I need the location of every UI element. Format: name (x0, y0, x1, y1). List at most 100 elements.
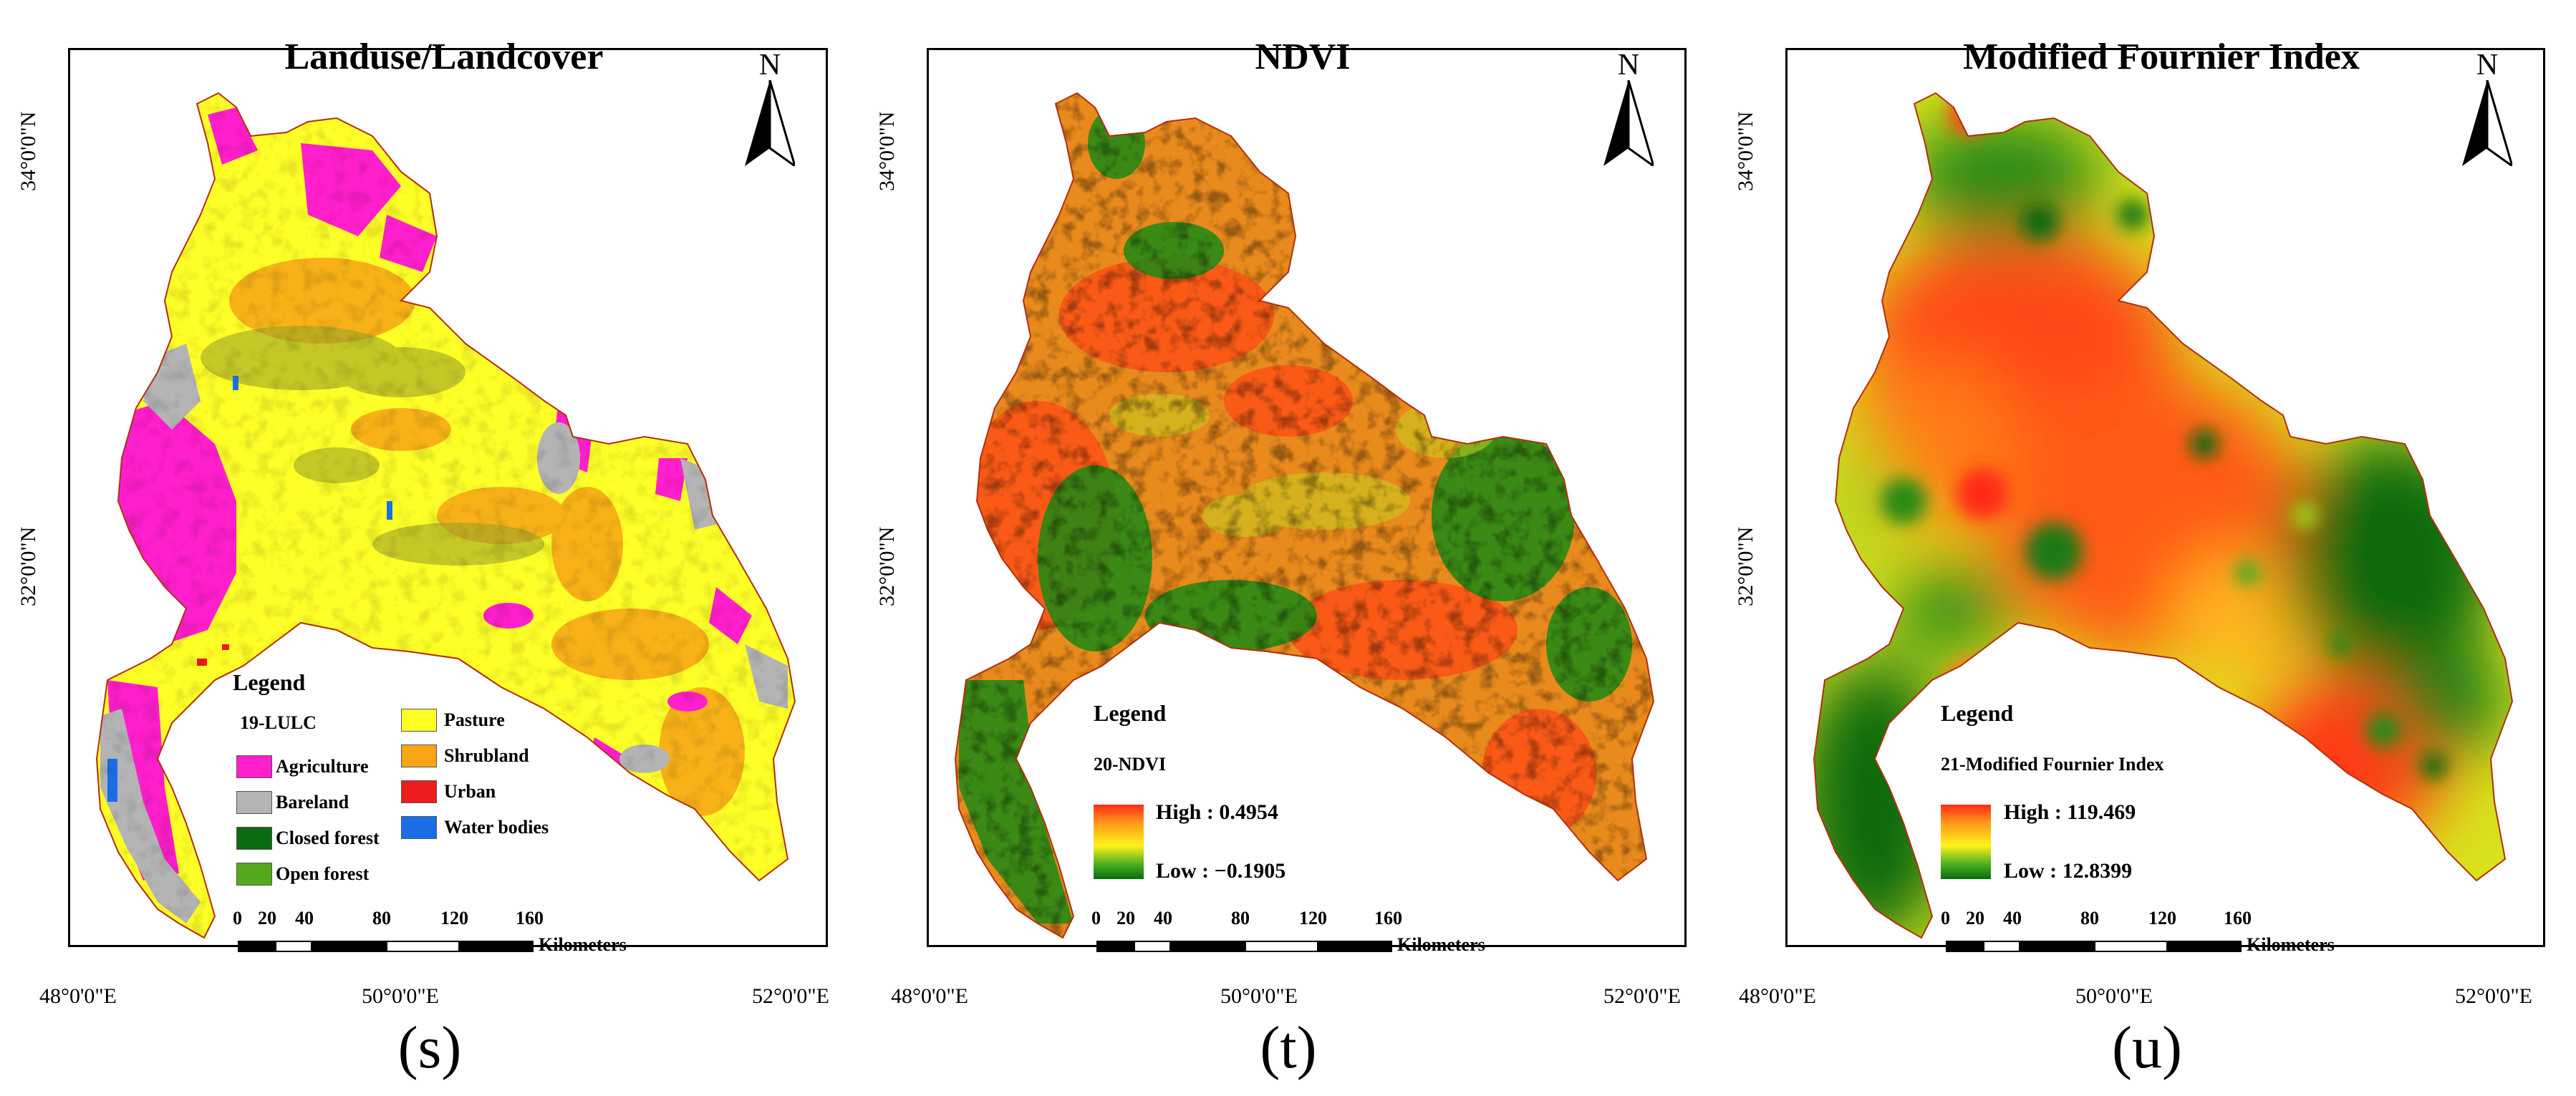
legend-label: Bareland (276, 792, 349, 813)
legend-label: Closed forest (276, 828, 380, 848)
scale-tick-label: 0 (1091, 908, 1101, 928)
legend-swatch-agriculture (236, 755, 272, 778)
legend-swatch-pasture (401, 709, 437, 732)
north-label: N (1617, 49, 1640, 82)
lon-tick-label: 48°0'0"E (891, 984, 968, 1008)
scale-tick-label: 40 (2003, 908, 2022, 928)
lat-tick-label: 32°0'0"N (875, 526, 899, 606)
scale-tick-label: 160 (2224, 908, 2252, 928)
ndvi-map (955, 92, 1654, 939)
legend-swatch-open-forest (236, 863, 272, 886)
scale-tick-label: 80 (1231, 908, 1250, 928)
legend-label: Open forest (276, 863, 370, 884)
legend-high-label: High : 0.4954 (1156, 800, 1278, 824)
legend-swatch-closed-forest (236, 827, 272, 850)
panel-label: (u) (2112, 1014, 2182, 1081)
legend-layer-name: 20-NDVI (1094, 754, 1167, 775)
legend-layer-name: 21-Modified Fournier Index (1941, 754, 2164, 775)
panel-label: (t) (1260, 1014, 1317, 1081)
panel-ndvi: NDVI N 34°0'0"N 32°0'0"N 48°0'0"E 50°0'0… (859, 0, 1717, 1096)
scale-tick-label: 120 (1299, 908, 1327, 928)
legend-swatch-shrubland (401, 745, 437, 767)
landuse-map (96, 92, 796, 939)
scale-bar-segment (1983, 941, 2020, 952)
scale-tick-label: 0 (233, 908, 242, 928)
scale-bar-segment (386, 941, 460, 952)
scale-tick-label: 120 (2148, 908, 2176, 928)
scale-unit-label: Kilometers (1397, 934, 1485, 955)
lon-tick-label: 50°0'0"E (1220, 984, 1298, 1008)
scale-tick-label: 40 (295, 908, 314, 928)
scale-bar-segment (1096, 941, 1134, 952)
fournier-color-ramp (1941, 805, 1991, 879)
scale-bar-segment (460, 941, 534, 952)
lon-tick-label: 48°0'0"E (39, 984, 117, 1008)
scale-bar-segment (1245, 941, 1318, 952)
north-label: N (2476, 49, 2499, 82)
north-arrow: N (1603, 49, 1656, 170)
legend-label: Water bodies (444, 817, 549, 838)
scale-unit-label: Kilometers (539, 934, 627, 955)
legend-heading: Legend (233, 669, 306, 695)
legend-swatch-bareland (236, 791, 272, 814)
scale-bar-segment (1946, 941, 1983, 952)
scale-tick-label: 160 (1374, 908, 1402, 928)
lat-tick-label: 32°0'0"N (1734, 526, 1757, 606)
lon-tick-label: 50°0'0"E (2075, 984, 2153, 1008)
scale-tick-label: 20 (1966, 908, 1984, 928)
scale-tick-label: 160 (516, 908, 544, 928)
scale-bar-segment (275, 941, 312, 952)
lon-tick-label: 52°0'0"E (2455, 984, 2532, 1008)
scale-bar-segment (1134, 941, 1171, 952)
legend-swatch-water-bodies (401, 816, 437, 839)
map-title: Landuse/Landcover (284, 37, 604, 77)
map-title: Modified Fournier Index (1963, 37, 2360, 77)
legend-layer-name: 19-LULC (240, 712, 317, 733)
north-arrow: N (2462, 49, 2514, 170)
scale-bar-segment (2094, 941, 2168, 952)
scale-bar-segment (312, 941, 386, 952)
scale-tick-label: 120 (440, 908, 468, 928)
north-arrow-icon (2462, 79, 2514, 169)
lat-tick-label: 34°0'0"N (875, 111, 899, 191)
legend-heading: Legend (1941, 700, 2014, 726)
panel-label: (s) (397, 1014, 462, 1081)
legend-heading: Legend (1094, 700, 1167, 726)
ndvi-color-ramp (1094, 805, 1144, 879)
scale-tick-label: 20 (1116, 908, 1135, 928)
lat-tick-label: 34°0'0"N (1734, 111, 1757, 191)
scale-tick-label: 40 (1154, 908, 1172, 928)
scale-tick-label: 20 (258, 908, 276, 928)
scale-bar-segment (1171, 941, 1245, 952)
north-arrow: N (745, 49, 797, 170)
legend-label: Pasture (444, 709, 505, 730)
legend-label: Shrubland (444, 745, 529, 766)
legend-label: Agriculture (276, 756, 369, 777)
lon-tick-label: 52°0'0"E (752, 984, 829, 1008)
scale-tick-label: 80 (372, 908, 391, 928)
scale-bar-segment (238, 941, 275, 952)
scale-tick-label: 80 (2080, 908, 2099, 928)
scale-bar-segment (1318, 941, 1392, 952)
legend-label: Urban (444, 781, 496, 802)
panel-landuse: Landuse/Landcover N 34°0'0"N 32°0'0"N 48… (0, 0, 859, 1096)
legend-swatch-urban (401, 780, 437, 803)
map-title: NDVI (1255, 37, 1351, 77)
lat-tick-label: 34°0'0"N (16, 111, 40, 191)
north-label: N (758, 49, 781, 82)
lat-tick-label: 32°0'0"N (16, 526, 40, 606)
scale-unit-label: Kilometers (2247, 934, 2335, 955)
scale-bar-segment (2020, 941, 2094, 952)
panel-fournier: Modified Fournier Index N 34°0'0"N 32°0'… (1717, 0, 2576, 1096)
scale-tick-label: 0 (1941, 908, 1950, 928)
legend-high-label: High : 119.469 (2004, 800, 2136, 824)
north-arrow-icon (745, 79, 797, 169)
lon-tick-label: 50°0'0"E (362, 984, 439, 1008)
legend-low-label: Low : 12.8399 (2004, 859, 2133, 883)
legend-low-label: Low : −0.1905 (1156, 859, 1286, 883)
lon-tick-label: 52°0'0"E (1603, 984, 1681, 1008)
fournier-map (1813, 92, 2513, 939)
north-arrow-icon (1603, 79, 1656, 169)
scale-bar-segment (2168, 941, 2242, 952)
lon-tick-label: 48°0'0"E (1739, 984, 1816, 1008)
